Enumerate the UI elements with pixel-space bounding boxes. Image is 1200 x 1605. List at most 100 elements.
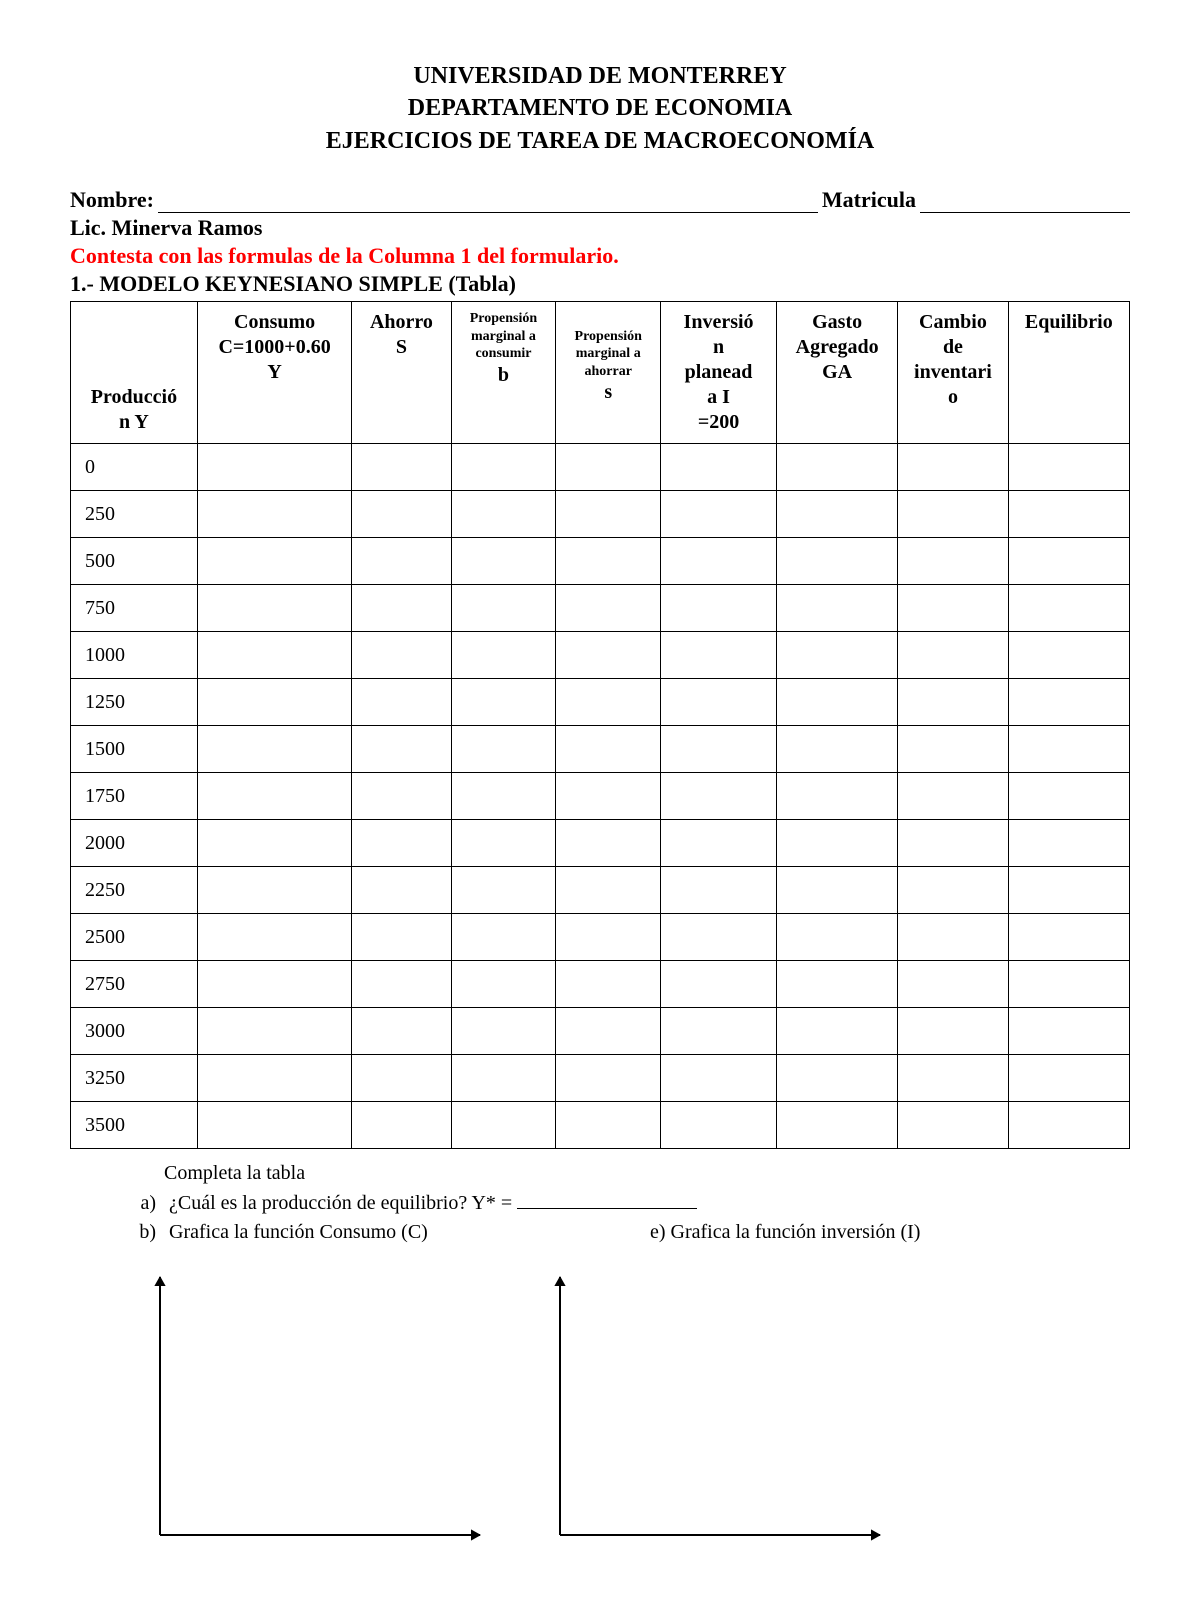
table-cell[interactable] <box>352 726 451 773</box>
table-cell[interactable] <box>352 961 451 1008</box>
table-cell[interactable] <box>197 820 351 867</box>
table-cell[interactable] <box>776 1102 897 1149</box>
table-cell[interactable] <box>451 773 556 820</box>
table-cell[interactable] <box>776 1055 897 1102</box>
table-cell[interactable] <box>661 444 777 491</box>
table-cell[interactable] <box>197 914 351 961</box>
table-cell[interactable] <box>898 726 1008 773</box>
table-cell[interactable] <box>1008 491 1129 538</box>
table-cell[interactable] <box>1008 444 1129 491</box>
table-cell[interactable] <box>352 1008 451 1055</box>
table-cell[interactable] <box>776 632 897 679</box>
table-cell[interactable] <box>1008 538 1129 585</box>
table-cell[interactable] <box>451 491 556 538</box>
table-cell[interactable] <box>898 538 1008 585</box>
table-cell[interactable] <box>197 1008 351 1055</box>
table-cell[interactable] <box>776 820 897 867</box>
table-cell[interactable] <box>661 914 777 961</box>
table-cell[interactable] <box>197 961 351 1008</box>
table-cell[interactable] <box>556 444 661 491</box>
table-cell[interactable] <box>197 867 351 914</box>
table-cell[interactable] <box>898 632 1008 679</box>
table-cell[interactable] <box>451 444 556 491</box>
table-cell[interactable] <box>661 1102 777 1149</box>
table-cell[interactable] <box>661 585 777 632</box>
table-cell[interactable] <box>556 632 661 679</box>
table-cell[interactable] <box>197 444 351 491</box>
table-cell[interactable] <box>197 585 351 632</box>
table-cell[interactable] <box>352 867 451 914</box>
table-cell[interactable] <box>776 679 897 726</box>
table-cell[interactable] <box>352 444 451 491</box>
table-cell[interactable] <box>898 914 1008 961</box>
table-cell[interactable] <box>556 1008 661 1055</box>
table-cell[interactable] <box>776 726 897 773</box>
table-cell[interactable] <box>898 961 1008 1008</box>
table-cell[interactable] <box>451 632 556 679</box>
table-cell[interactable] <box>898 679 1008 726</box>
table-cell[interactable] <box>556 773 661 820</box>
table-cell[interactable] <box>556 914 661 961</box>
table-cell[interactable] <box>1008 961 1129 1008</box>
table-cell[interactable] <box>776 961 897 1008</box>
table-cell[interactable] <box>451 867 556 914</box>
table-cell[interactable] <box>776 491 897 538</box>
table-cell[interactable] <box>661 820 777 867</box>
table-cell[interactable] <box>352 491 451 538</box>
table-cell[interactable] <box>1008 585 1129 632</box>
table-cell[interactable] <box>352 538 451 585</box>
table-cell[interactable] <box>898 1055 1008 1102</box>
table-cell[interactable] <box>661 679 777 726</box>
table-cell[interactable] <box>898 585 1008 632</box>
table-cell[interactable] <box>661 726 777 773</box>
table-cell[interactable] <box>898 491 1008 538</box>
table-cell[interactable] <box>352 632 451 679</box>
table-cell[interactable] <box>661 1008 777 1055</box>
table-cell[interactable] <box>776 585 897 632</box>
table-cell[interactable] <box>556 726 661 773</box>
table-cell[interactable] <box>1008 914 1129 961</box>
table-cell[interactable] <box>451 914 556 961</box>
table-cell[interactable] <box>451 538 556 585</box>
table-cell[interactable] <box>556 867 661 914</box>
table-cell[interactable] <box>898 1008 1008 1055</box>
table-cell[interactable] <box>352 773 451 820</box>
table-cell[interactable] <box>197 1102 351 1149</box>
table-cell[interactable] <box>661 1055 777 1102</box>
table-cell[interactable] <box>898 867 1008 914</box>
table-cell[interactable] <box>197 632 351 679</box>
table-cell[interactable] <box>197 773 351 820</box>
table-cell[interactable] <box>197 726 351 773</box>
table-cell[interactable] <box>776 1008 897 1055</box>
table-cell[interactable] <box>451 1102 556 1149</box>
table-cell[interactable] <box>898 1102 1008 1149</box>
table-cell[interactable] <box>556 961 661 1008</box>
table-cell[interactable] <box>451 679 556 726</box>
table-cell[interactable] <box>1008 867 1129 914</box>
table-cell[interactable] <box>776 538 897 585</box>
table-cell[interactable] <box>556 820 661 867</box>
table-cell[interactable] <box>661 491 777 538</box>
table-cell[interactable] <box>197 538 351 585</box>
nombre-blank[interactable] <box>158 188 818 213</box>
table-cell[interactable] <box>556 1055 661 1102</box>
matricula-blank[interactable] <box>920 188 1130 213</box>
table-cell[interactable] <box>776 914 897 961</box>
table-cell[interactable] <box>1008 1008 1129 1055</box>
table-cell[interactable] <box>898 444 1008 491</box>
table-cell[interactable] <box>1008 726 1129 773</box>
table-cell[interactable] <box>898 820 1008 867</box>
table-cell[interactable] <box>661 961 777 1008</box>
table-cell[interactable] <box>451 820 556 867</box>
table-cell[interactable] <box>898 773 1008 820</box>
table-cell[interactable] <box>197 679 351 726</box>
table-cell[interactable] <box>556 679 661 726</box>
table-cell[interactable] <box>556 585 661 632</box>
table-cell[interactable] <box>661 867 777 914</box>
table-cell[interactable] <box>1008 632 1129 679</box>
table-cell[interactable] <box>776 773 897 820</box>
table-cell[interactable] <box>197 491 351 538</box>
table-cell[interactable] <box>556 1102 661 1149</box>
table-cell[interactable] <box>352 679 451 726</box>
table-cell[interactable] <box>352 914 451 961</box>
